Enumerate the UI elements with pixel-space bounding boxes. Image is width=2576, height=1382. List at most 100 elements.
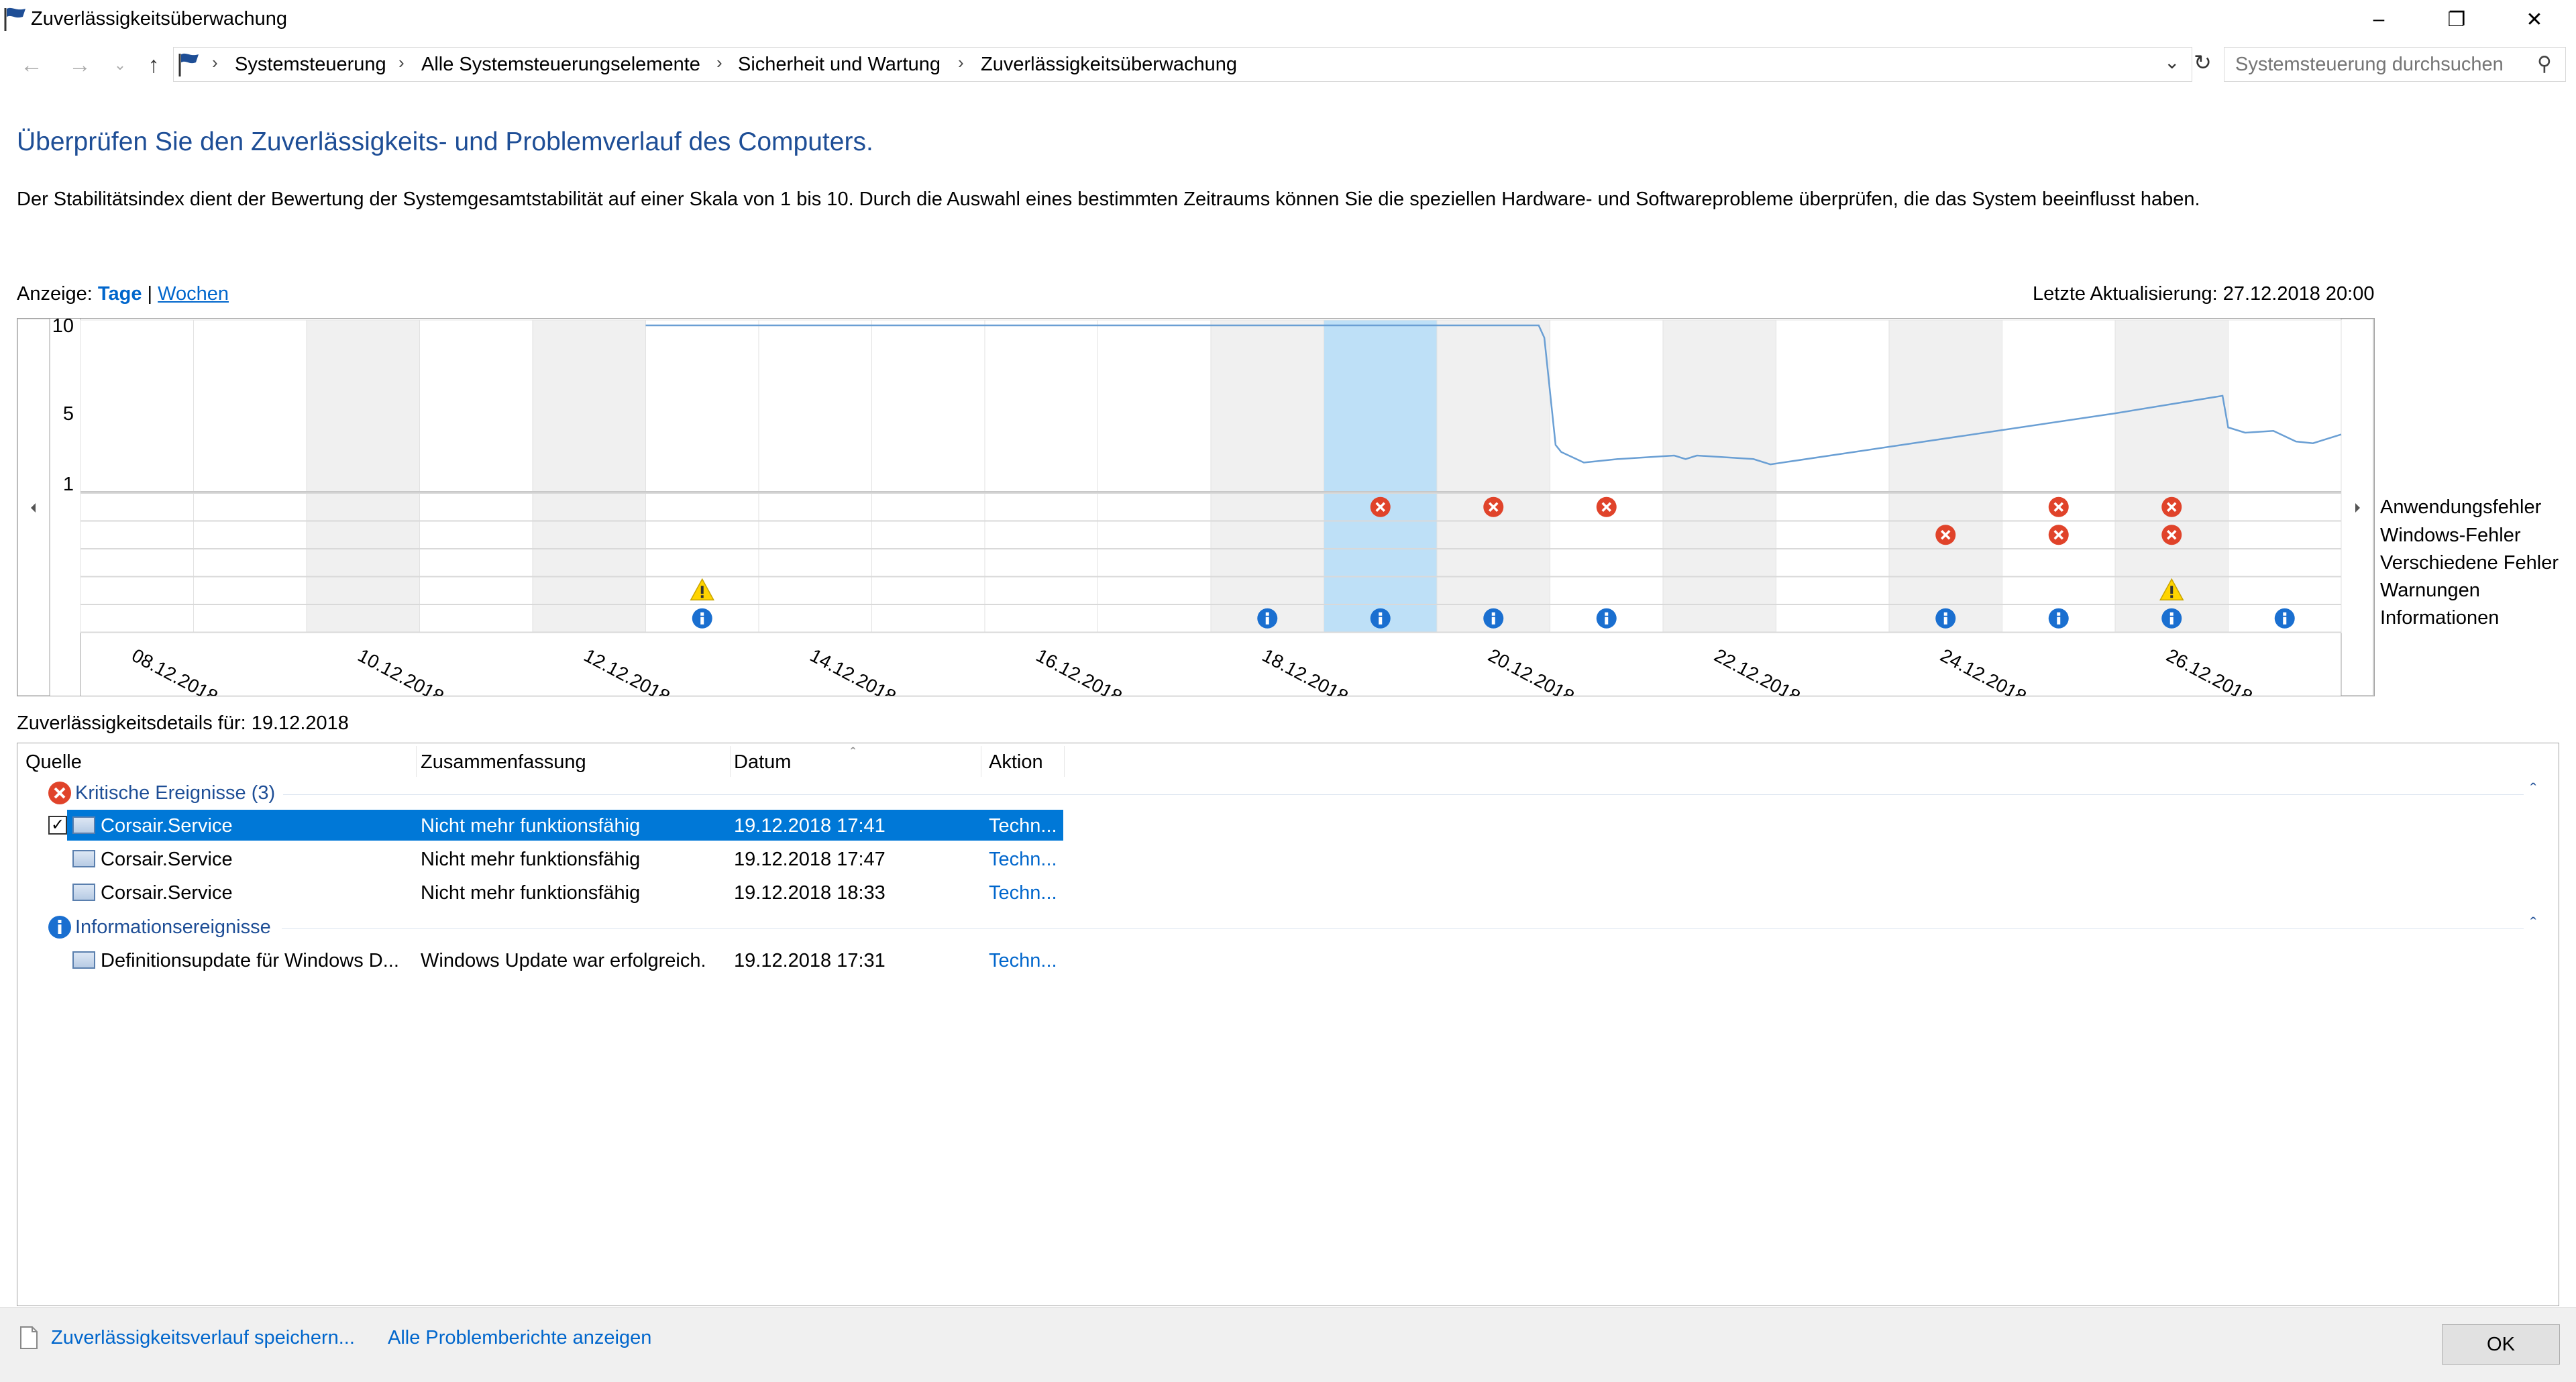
info-dot	[2283, 612, 2287, 616]
save-history-link[interactable]: Zuverlässigkeitsverlauf speichern...	[51, 1327, 355, 1348]
scroll-right-arrow-icon[interactable]	[2355, 503, 2360, 513]
up-arrow-icon[interactable]: ↑	[148, 52, 160, 78]
day-column[interactable]	[306, 319, 420, 633]
problem-reports-link[interactable]: Alle Problemberichte anzeigen	[388, 1327, 652, 1348]
sort-ascending-icon: ˆ	[851, 745, 856, 761]
day-column[interactable]	[419, 319, 533, 633]
back-arrow-icon[interactable]: ←	[20, 52, 43, 78]
view-label: Anzeige:	[17, 283, 93, 305]
view-selector: Anzeige: Tage | Wochen	[17, 283, 229, 305]
restore-button[interactable]: ❐	[2447, 8, 2466, 31]
day-column[interactable]	[532, 319, 646, 633]
y-tick-label: 5	[63, 403, 74, 425]
breadcrumb-zuverlaessigkeit[interactable]: Zuverlässigkeitsüberwachung	[981, 54, 1238, 75]
day-column[interactable]	[1550, 319, 1664, 633]
document-icon	[20, 1326, 38, 1349]
table-row[interactable]: Corsair.Service Nicht mehr funktionsfähi…	[67, 877, 1063, 908]
row-date: 19.12.2018 17:41	[734, 815, 885, 837]
reliability-chart[interactable]: 10 5 1 08.12.2018 10.12.2018 12.12.2018 14.12.…	[17, 318, 2375, 696]
error-cross-mark	[1489, 502, 1499, 512]
row-action-link[interactable]: Techn...	[989, 849, 1057, 870]
warning-dot	[2170, 595, 2174, 598]
group-title-critical[interactable]: Kritische Ereignisse (3)	[75, 782, 276, 804]
refresh-icon[interactable]: ↻	[2194, 50, 2212, 74]
y-tick-label: 1	[63, 474, 74, 495]
collapse-group-chevron-icon[interactable]: ˆ	[2530, 914, 2536, 934]
error-cross-mark	[1375, 502, 1385, 512]
day-column[interactable]	[1324, 319, 1438, 633]
row-checkbox[interactable]: ✓	[48, 816, 67, 835]
row-action-link[interactable]: Techn...	[989, 950, 1057, 971]
day-column[interactable]	[758, 319, 872, 633]
day-column[interactable]	[1097, 319, 1212, 633]
info-dot	[1265, 612, 1269, 616]
column-header-date[interactable]: Datum	[734, 751, 792, 773]
view-weeks-link[interactable]: Wochen	[158, 283, 229, 305]
footer-bar	[0, 1307, 2576, 1382]
breadcrumb-separator-icon: ›	[398, 52, 405, 72]
address-bar[interactable]	[173, 47, 2192, 82]
day-column[interactable]	[1662, 319, 1776, 633]
breadcrumb-systemsteuerung[interactable]: Systemsteuerung	[235, 54, 386, 75]
day-column[interactable]	[80, 319, 194, 633]
row-action-link[interactable]: Techn...	[989, 882, 1057, 904]
table-row[interactable]: Definitionsupdate für Windows D... Windo…	[67, 945, 1063, 975]
day-column[interactable]	[1436, 319, 1550, 633]
row-action-link[interactable]: Techn...	[989, 815, 1057, 837]
row-summary: Nicht mehr funktionsfähig	[421, 815, 641, 837]
day-column[interactable]	[1888, 319, 2002, 633]
day-column[interactable]	[2002, 319, 2116, 633]
column-divider	[1064, 746, 1065, 777]
application-icon	[72, 850, 95, 867]
info-mark	[1265, 617, 1269, 625]
application-icon	[72, 884, 95, 901]
info-dot	[700, 612, 704, 616]
scroll-left-arrow-icon[interactable]	[31, 503, 36, 513]
search-input[interactable]	[2224, 47, 2566, 82]
group-divider	[282, 928, 2524, 929]
row-summary: Windows Update war erfolgreich.	[421, 950, 706, 971]
breadcrumb-sicherheit-wartung[interactable]: Sicherheit und Wartung	[738, 54, 941, 75]
flag-icon	[4, 7, 25, 31]
breadcrumb-separator-icon: ›	[212, 52, 218, 72]
info-dot	[2057, 612, 2061, 616]
column-header-source[interactable]: Quelle	[25, 751, 82, 773]
info-dot	[1491, 612, 1495, 616]
close-button[interactable]: ✕	[2526, 8, 2543, 31]
error-cross-mark	[2053, 502, 2063, 512]
column-divider	[416, 746, 417, 777]
legend-warnungen: Warnungen	[2380, 580, 2480, 601]
row-source: Corsair.Service	[101, 815, 233, 837]
information-icon	[48, 916, 71, 939]
day-column[interactable]	[193, 319, 307, 633]
day-column[interactable]	[1210, 319, 1324, 633]
search-icon[interactable]: ⚲	[2537, 53, 2552, 75]
stability-index-line	[645, 324, 2342, 466]
address-dropdown-chevron-icon[interactable]: ⌄	[2164, 52, 2180, 72]
breadcrumb-separator-icon: ›	[716, 52, 722, 72]
ok-button[interactable]: OK	[2442, 1324, 2560, 1365]
info-mark	[1605, 617, 1609, 625]
day-column[interactable]	[2228, 319, 2342, 633]
table-row[interactable]: Corsair.Service Nicht mehr funktionsfähi…	[67, 843, 1063, 874]
last-update-text: Letzte Aktualisierung: 27.12.2018 20:00	[2033, 283, 2375, 305]
row-date: 19.12.2018 18:33	[734, 882, 885, 904]
collapse-group-chevron-icon[interactable]: ˆ	[2530, 780, 2536, 800]
forward-arrow-icon[interactable]: →	[68, 52, 91, 78]
view-days-link[interactable]: Tage	[97, 283, 142, 305]
table-row[interactable]: ✓ Corsair.Service Nicht mehr funktionsfä…	[48, 810, 1063, 841]
column-header-summary[interactable]: Zusammenfassung	[421, 751, 586, 773]
day-column[interactable]	[984, 319, 1098, 633]
minimize-button[interactable]: –	[2373, 8, 2385, 30]
row-date: 19.12.2018 17:31	[734, 950, 885, 971]
day-column[interactable]	[1776, 319, 1890, 633]
title-bar	[0, 0, 2576, 39]
day-column[interactable]	[871, 319, 985, 633]
recent-locations-chevron-icon[interactable]: ⌄	[113, 56, 127, 73]
info-mark	[1491, 617, 1495, 625]
info-mark	[1943, 617, 1947, 625]
warning-mark	[700, 586, 704, 594]
breadcrumb-alle-elemente[interactable]: Alle Systemsteuerungselemente	[421, 54, 700, 75]
column-header-action[interactable]: Aktion	[989, 751, 1043, 773]
group-title-information[interactable]: Informationsereignisse	[75, 916, 271, 938]
